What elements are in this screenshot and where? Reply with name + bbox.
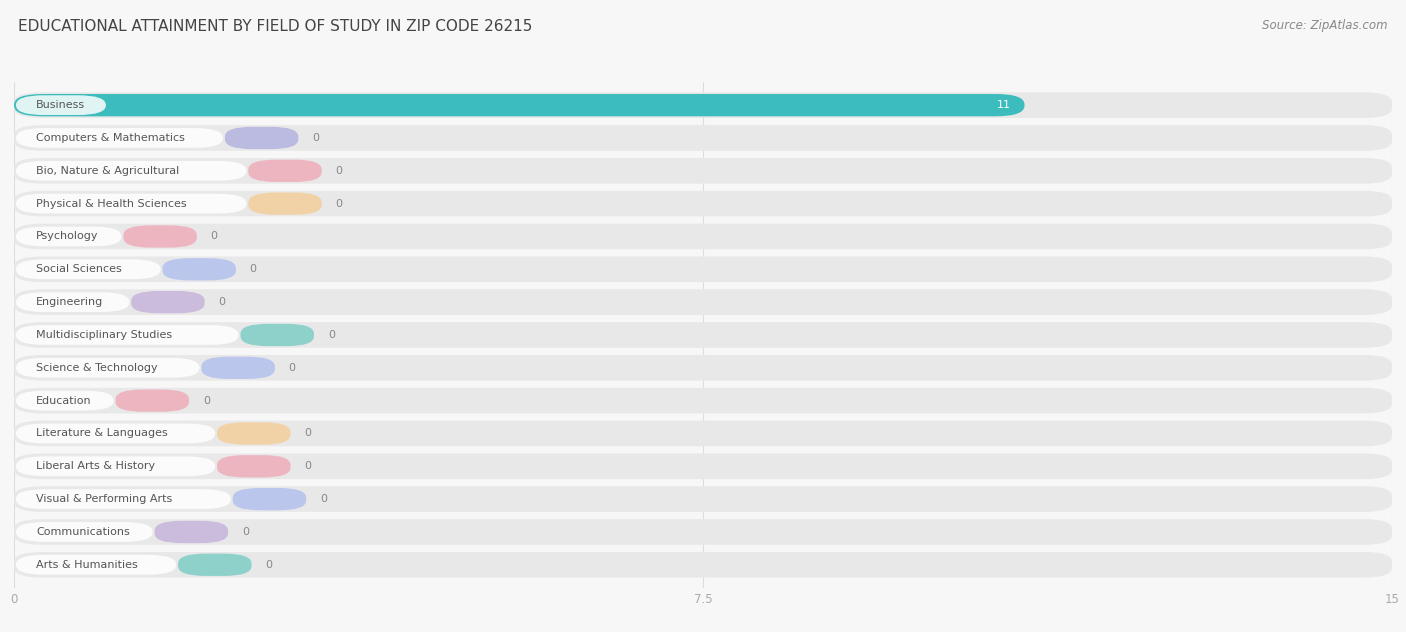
- FancyBboxPatch shape: [232, 488, 307, 510]
- Text: Arts & Humanities: Arts & Humanities: [37, 560, 138, 570]
- FancyBboxPatch shape: [124, 225, 197, 248]
- Text: Source: ZipAtlas.com: Source: ZipAtlas.com: [1263, 19, 1388, 32]
- Text: Communications: Communications: [37, 527, 129, 537]
- Text: 0: 0: [202, 396, 209, 406]
- FancyBboxPatch shape: [14, 191, 1392, 216]
- FancyBboxPatch shape: [115, 389, 188, 412]
- Text: 0: 0: [321, 494, 328, 504]
- FancyBboxPatch shape: [249, 160, 322, 182]
- FancyBboxPatch shape: [14, 125, 1392, 151]
- Text: Computers & Mathematics: Computers & Mathematics: [37, 133, 186, 143]
- Text: Social Sciences: Social Sciences: [37, 264, 122, 274]
- FancyBboxPatch shape: [217, 455, 291, 477]
- Text: Business: Business: [37, 100, 86, 110]
- FancyBboxPatch shape: [15, 325, 239, 345]
- FancyBboxPatch shape: [15, 194, 246, 214]
- Text: 0: 0: [336, 166, 343, 176]
- Text: 0: 0: [304, 461, 311, 471]
- FancyBboxPatch shape: [179, 554, 252, 576]
- FancyBboxPatch shape: [225, 127, 298, 149]
- FancyBboxPatch shape: [15, 227, 121, 246]
- Text: EDUCATIONAL ATTAINMENT BY FIELD OF STUDY IN ZIP CODE 26215: EDUCATIONAL ATTAINMENT BY FIELD OF STUDY…: [18, 19, 533, 34]
- Text: Bio, Nature & Agricultural: Bio, Nature & Agricultural: [37, 166, 180, 176]
- FancyBboxPatch shape: [249, 193, 322, 215]
- FancyBboxPatch shape: [14, 224, 1392, 249]
- Text: 0: 0: [336, 198, 343, 209]
- FancyBboxPatch shape: [15, 522, 153, 542]
- Text: 0: 0: [266, 560, 273, 570]
- Text: 0: 0: [211, 231, 218, 241]
- FancyBboxPatch shape: [14, 94, 1025, 116]
- Text: Education: Education: [37, 396, 91, 406]
- FancyBboxPatch shape: [15, 489, 231, 509]
- FancyBboxPatch shape: [240, 324, 314, 346]
- FancyBboxPatch shape: [14, 158, 1392, 184]
- Text: Literature & Languages: Literature & Languages: [37, 428, 167, 439]
- FancyBboxPatch shape: [15, 260, 160, 279]
- FancyBboxPatch shape: [15, 423, 215, 443]
- Text: 0: 0: [288, 363, 295, 373]
- FancyBboxPatch shape: [14, 421, 1392, 446]
- FancyBboxPatch shape: [14, 257, 1392, 282]
- Text: Psychology: Psychology: [37, 231, 98, 241]
- FancyBboxPatch shape: [14, 92, 1392, 118]
- FancyBboxPatch shape: [155, 521, 228, 543]
- FancyBboxPatch shape: [15, 161, 246, 181]
- Text: 0: 0: [304, 428, 311, 439]
- FancyBboxPatch shape: [14, 322, 1392, 348]
- FancyBboxPatch shape: [15, 292, 129, 312]
- FancyBboxPatch shape: [14, 486, 1392, 512]
- Text: Liberal Arts & History: Liberal Arts & History: [37, 461, 155, 471]
- FancyBboxPatch shape: [15, 128, 224, 148]
- FancyBboxPatch shape: [14, 552, 1392, 578]
- FancyBboxPatch shape: [131, 291, 205, 313]
- Text: 0: 0: [312, 133, 319, 143]
- FancyBboxPatch shape: [163, 258, 236, 281]
- FancyBboxPatch shape: [15, 456, 215, 476]
- Text: Science & Technology: Science & Technology: [37, 363, 157, 373]
- Text: 0: 0: [242, 527, 249, 537]
- FancyBboxPatch shape: [14, 519, 1392, 545]
- FancyBboxPatch shape: [217, 422, 291, 445]
- FancyBboxPatch shape: [14, 289, 1392, 315]
- Text: 0: 0: [250, 264, 257, 274]
- Text: 0: 0: [328, 330, 335, 340]
- FancyBboxPatch shape: [201, 356, 276, 379]
- Text: 0: 0: [218, 297, 225, 307]
- Text: Multidisciplinary Studies: Multidisciplinary Studies: [37, 330, 172, 340]
- Text: 11: 11: [997, 100, 1011, 110]
- FancyBboxPatch shape: [14, 355, 1392, 380]
- Text: Visual & Performing Arts: Visual & Performing Arts: [37, 494, 173, 504]
- FancyBboxPatch shape: [15, 391, 114, 410]
- FancyBboxPatch shape: [14, 388, 1392, 413]
- FancyBboxPatch shape: [14, 454, 1392, 479]
- FancyBboxPatch shape: [15, 358, 200, 378]
- FancyBboxPatch shape: [15, 555, 176, 574]
- Text: Engineering: Engineering: [37, 297, 104, 307]
- FancyBboxPatch shape: [15, 95, 105, 115]
- Text: Physical & Health Sciences: Physical & Health Sciences: [37, 198, 187, 209]
